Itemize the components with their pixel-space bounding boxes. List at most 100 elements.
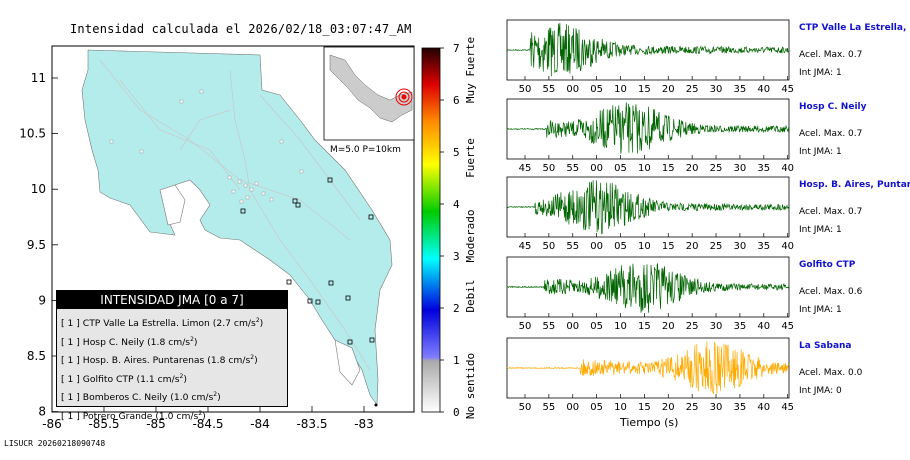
seismogram-panel: 50 55 00 05 10 15 20 25 30 35 40 45: [506, 256, 794, 332]
panel-x-tick-label: 35: [757, 163, 770, 174]
epicenter-dot: [374, 403, 378, 407]
panel-x-tick-label: 45: [519, 163, 532, 174]
colorbar-tick-label: 3: [453, 250, 460, 263]
panel-x-tick-label: 35: [734, 402, 747, 413]
panel-x-tick-label: 35: [734, 84, 747, 95]
panel-x-tick-label: 05: [590, 84, 603, 95]
colorbar-tick-label: 6: [453, 94, 460, 107]
legend-level: [ 1 ]: [61, 336, 83, 348]
time-axis-label: Tiempo (s): [620, 416, 679, 429]
city-markers: [109, 89, 304, 204]
colorbar-tick-label: 7: [453, 42, 460, 55]
legend-station-text: CTP Valle La Estrella. Limon (2.7 cm/s: [82, 318, 256, 330]
legend-close-paren: ): [193, 336, 198, 348]
panel-x-tick-label: 25: [710, 163, 723, 174]
panel-x-tick-label: 20: [686, 163, 699, 174]
station-acel-max: Acel. Max. 0.6: [799, 287, 863, 297]
legend-row: [ 1 ] Hosp C. Neily (1.8 cm/s2): [61, 332, 287, 351]
colorbar-category-label: Muy Fuerte: [464, 37, 477, 103]
panel-x-tick-label: 00: [566, 84, 579, 95]
map-x-tick-label: -85.5: [88, 417, 119, 431]
map-y-tick-label: 10.5: [19, 127, 46, 141]
colorbar-ticks: 0 1 2 3 4 5 6 7: [440, 42, 460, 419]
panel-x-tick-label: 50: [519, 84, 532, 95]
legend-row: [ 1 ] Golfito CTP (1.1 cm/s2): [61, 369, 287, 388]
legend-row: [ 1 ] Potrero Grande (1.0 cm/s2): [61, 406, 287, 425]
legend-unit-sup: 2: [250, 354, 255, 362]
legend-close-paren: ): [183, 373, 187, 385]
legend-unit-sup: 2: [213, 391, 218, 399]
legend-row: [ 1 ] Hosp. B. Aires. Puntarenas (1.8 cm…: [61, 350, 287, 369]
panel-x-tick-label: 45: [781, 321, 794, 332]
waveform-trace: [506, 23, 790, 77]
seismogram-panel: 50 55 00 05 10 15 20 25 30 35 40 45: [506, 337, 794, 413]
legend-unit-sup: 2: [179, 372, 184, 380]
panel-x-tick-label: 55: [566, 241, 579, 252]
colorbar-category-label: Debil: [464, 279, 477, 312]
panel-x-tick-label: 40: [757, 84, 770, 95]
panel-x-tick-label: 25: [686, 321, 699, 332]
legend-close-paren: ): [202, 410, 206, 422]
panel-x-tick-label: 30: [734, 163, 747, 174]
map-y-tick-label: 8.5: [27, 349, 46, 363]
map-x-tick-label: -83: [354, 417, 374, 431]
station-name: Hosp C. Neily: [799, 102, 867, 112]
panel-x-tick-label: 20: [686, 241, 699, 252]
seismogram-panel: 45 50 55 00 05 10 15 20 25 30 35 40: [506, 176, 794, 252]
panel-x-tick-label: 10: [614, 84, 627, 95]
colorbar-tick-label: 4: [453, 198, 460, 211]
station-name: Hosp. B. Aires, Puntare: [799, 180, 910, 190]
panel-x-tick-label: 50: [543, 163, 556, 174]
waveform-trace: [506, 102, 790, 154]
intensity-colorbar: [421, 47, 441, 413]
panel-x-tick-label: 55: [543, 402, 556, 413]
panel-x-tick-label: 50: [519, 321, 532, 332]
legend-level: [ 1 ]: [61, 373, 83, 385]
panel-x-tick-label: 55: [543, 321, 556, 332]
legend-station-text: Golfito CTP (1.1 cm/s: [82, 373, 180, 385]
panel-x-tick-label: 10: [638, 241, 651, 252]
panel-x-tick-label: 15: [662, 241, 675, 252]
station-acel-max: Acel. Max. 0.0: [799, 368, 863, 378]
panel-x-tick-label: 30: [734, 241, 747, 252]
legend-level: [ 1 ]: [61, 410, 83, 422]
colorbar-tick-label: 1: [453, 354, 460, 367]
legend-close-paren: ): [259, 318, 264, 330]
map-y-tick-label: 9.5: [27, 238, 46, 252]
legend-row: [ 1 ] CTP Valle La Estrella. Limon (2.7 …: [61, 313, 287, 332]
panel-x-tick-label: 20: [662, 84, 675, 95]
panel-x-tick-label: 45: [781, 402, 794, 413]
panel-x-tick-label: 15: [638, 84, 651, 95]
waveform-trace: [506, 180, 790, 235]
panel-x-tick-label: 00: [566, 402, 579, 413]
panel-x-tick-label: 00: [590, 241, 603, 252]
inset-label: M=5.0 P=10km: [330, 145, 401, 155]
station-int-jma: Int JMA: 0: [799, 386, 842, 396]
panel-x-tick-label: 30: [710, 321, 723, 332]
map-y-tick-label: 11: [31, 71, 46, 85]
legend-level: [ 1 ]: [61, 355, 83, 367]
costa-rica-landmass: [81, 49, 393, 406]
map-x-tick-label: -85: [146, 417, 166, 431]
map-y-tick-label: 9: [38, 293, 46, 307]
station-int-jma: Int JMA: 1: [799, 147, 842, 157]
panel-x-tick-label: 05: [590, 321, 603, 332]
legend-body: [ 1 ] CTP Valle La Estrella. Limon (2.7 …: [57, 309, 287, 422]
panel-x-tick-label: 45: [781, 84, 794, 95]
panel-x-tick-label: 00: [566, 321, 579, 332]
map-y-tick-label: 8: [38, 405, 46, 419]
panel-x-tick-label: 20: [662, 321, 675, 332]
panel-x-tick-label: 05: [614, 241, 627, 252]
legend-unit-sup: 2: [190, 335, 194, 343]
legend-station-text: Bomberos C. Neily (1.0 cm/s: [82, 392, 214, 404]
panel-x-tick-label: 15: [662, 163, 675, 174]
station-acel-max: Acel. Max. 0.7: [799, 50, 863, 60]
golfo-dulce: [334, 339, 361, 386]
panel-x-tick-label: 25: [710, 241, 723, 252]
panel-x-tick-label: 30: [710, 84, 723, 95]
colorbar-category-label: Moderado: [464, 210, 477, 263]
legend-station-text: Potrero Grande (1.0 cm/s: [82, 410, 199, 422]
map-x-tick-label: -84: [250, 417, 270, 431]
seismogram-panel: 45 50 55 00 05 10 15 20 25 30 35 40: [506, 98, 794, 174]
